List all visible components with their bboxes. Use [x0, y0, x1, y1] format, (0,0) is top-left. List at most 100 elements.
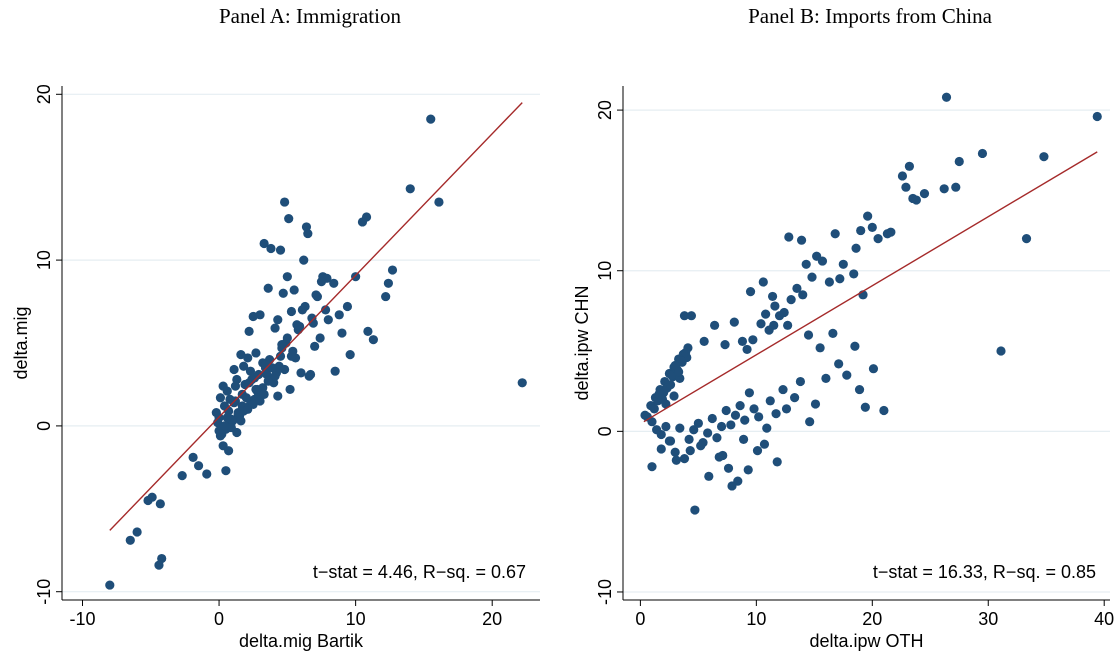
- scatter-point: [783, 320, 793, 330]
- scatter-point: [311, 290, 321, 300]
- scatter-point: [251, 348, 261, 358]
- scatter-point: [748, 335, 758, 345]
- scatter-point: [742, 344, 752, 355]
- scatter-point: [721, 405, 731, 416]
- scatter-point: [812, 251, 822, 261]
- scatter-point: [904, 161, 915, 171]
- scatter-point: [707, 413, 717, 424]
- scatter-point: [154, 560, 164, 570]
- scatter-point: [193, 461, 204, 471]
- scatter-point: [307, 313, 317, 323]
- scatter-point: [236, 350, 246, 360]
- scatter-point: [661, 421, 671, 432]
- scatter-point: [762, 423, 772, 433]
- scatter-point: [652, 425, 662, 435]
- scatter-point: [815, 343, 825, 353]
- scatter-point: [188, 452, 198, 463]
- scatter-point: [745, 287, 756, 297]
- scatter-point: [743, 465, 753, 475]
- scatter-point: [305, 369, 316, 380]
- scatter-point: [363, 326, 373, 336]
- scatter-point: [735, 401, 745, 411]
- scatter-point: [649, 404, 659, 414]
- scatter-point: [224, 446, 234, 456]
- scatter-point: [266, 243, 276, 254]
- scatter-point: [383, 278, 394, 288]
- scatter-point: [849, 269, 859, 279]
- scatter-point: [259, 238, 269, 249]
- scatter-point: [873, 233, 883, 244]
- scatter-point: [248, 311, 258, 322]
- scatter-point: [867, 222, 877, 232]
- scatter-point: [710, 320, 720, 330]
- y-tick-label: 10: [595, 261, 615, 281]
- scatter-point: [860, 402, 870, 412]
- scatter-point: [288, 346, 298, 356]
- scatter-point: [219, 421, 230, 431]
- scatter-point: [671, 455, 681, 465]
- scatter-point: [342, 301, 353, 312]
- scatter-point: [868, 364, 879, 374]
- scatter-point: [329, 278, 339, 288]
- scatter-point: [954, 156, 964, 167]
- scatter-point: [752, 446, 763, 456]
- scatter-point: [270, 371, 280, 381]
- scatter-point: [315, 333, 325, 343]
- scatter-point: [147, 492, 157, 502]
- scatter-point: [670, 447, 680, 457]
- scatter-point: [727, 481, 737, 491]
- scatter-point: [908, 193, 918, 204]
- x-tick-label: 0: [635, 609, 645, 629]
- y-axis-title: delta.mig: [11, 306, 31, 379]
- scatter-point: [821, 373, 831, 383]
- scatter-point: [280, 197, 290, 207]
- scatter-point: [310, 341, 320, 351]
- scatter-point: [1092, 111, 1102, 122]
- scatter-point: [996, 346, 1006, 356]
- scatter-point: [270, 323, 280, 333]
- scatter-point: [669, 391, 679, 401]
- scatter-point: [834, 359, 844, 369]
- scatter-point: [640, 410, 650, 420]
- scatter-point: [218, 381, 228, 391]
- scatter-point: [296, 368, 306, 378]
- scatter-point: [807, 272, 817, 282]
- scatter-point: [125, 535, 135, 545]
- scatter-point: [842, 370, 852, 380]
- fit-line: [109, 102, 523, 531]
- scatter-point: [941, 92, 952, 102]
- scatter-point: [761, 309, 771, 319]
- y-tick-label: 0: [34, 421, 54, 431]
- scatter-point: [798, 290, 808, 300]
- scatter-point: [772, 457, 782, 467]
- scatter-point: [838, 259, 848, 269]
- scatter-point: [245, 366, 256, 376]
- scatter-point: [517, 378, 527, 388]
- scatter-point: [229, 398, 239, 408]
- scatter-point: [656, 444, 666, 454]
- scatter-point: [1021, 233, 1032, 244]
- scatter-point: [675, 423, 685, 433]
- x-tick-label: 30: [978, 609, 998, 629]
- scatter-point: [681, 348, 691, 358]
- fit-line: [643, 151, 1098, 423]
- scatter-point: [801, 259, 811, 269]
- scatter-point: [357, 217, 368, 227]
- scatter-point: [749, 404, 759, 414]
- scatter-point: [704, 471, 714, 481]
- scatter-point: [851, 243, 861, 253]
- scatter-point: [882, 229, 892, 239]
- scatter-point: [284, 214, 294, 224]
- scatter-point: [863, 211, 873, 221]
- scatter-point: [716, 421, 727, 432]
- scatter-point: [765, 396, 775, 406]
- panel-b-title: Panel B: Imports from China: [748, 4, 992, 28]
- x-tick-label: -10: [69, 609, 95, 629]
- scatter-point: [664, 436, 674, 446]
- scatter-point: [337, 328, 347, 338]
- scatter-point: [278, 288, 288, 298]
- scatter-point: [740, 415, 750, 425]
- scatter-point: [236, 416, 246, 426]
- stats-annotation: t−stat = 16.33, R−sq. = 0.85: [873, 562, 1096, 582]
- scatter-point: [277, 340, 287, 350]
